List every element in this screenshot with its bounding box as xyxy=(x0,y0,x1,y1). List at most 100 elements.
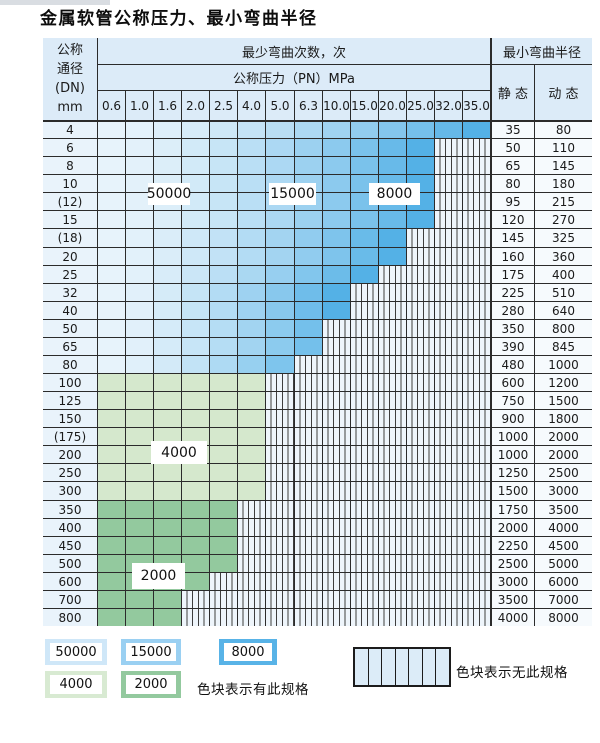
pn-cell-colored xyxy=(97,463,125,481)
pn-cell-striped xyxy=(181,590,209,608)
pn-cell-colored xyxy=(181,210,209,228)
dynamic-value-cell: 1200 xyxy=(534,373,592,391)
pn-cell-striped xyxy=(350,337,378,355)
pn-cell-striped xyxy=(350,536,378,554)
dn-cell: 6 xyxy=(43,138,97,156)
pn-cell-colored xyxy=(125,265,153,283)
pn-cell-striped xyxy=(434,463,462,481)
pn-cell-colored xyxy=(209,156,237,174)
pn-cell-colored xyxy=(153,463,181,481)
pn-cell-striped xyxy=(434,427,462,445)
pn-cell-striped xyxy=(406,445,434,463)
pn-cell-striped xyxy=(462,247,490,265)
dynamic-value-cell: 110 xyxy=(534,138,592,156)
pn-cell-colored xyxy=(153,319,181,337)
dynamic-value-cell: 5000 xyxy=(534,554,592,572)
pn-cell-colored xyxy=(209,174,237,192)
pn-cell-striped xyxy=(294,391,322,409)
pn-cell-striped xyxy=(265,500,294,518)
pn-cell-colored xyxy=(181,156,209,174)
pn-cell-colored xyxy=(237,138,265,156)
pn-cell-colored xyxy=(181,355,209,373)
pn-cell-striped xyxy=(265,590,294,608)
pn-cell-colored xyxy=(406,156,434,174)
pn-cell-colored xyxy=(350,210,378,228)
pn-cell-colored xyxy=(406,120,434,138)
pn-cell-striped xyxy=(462,156,490,174)
pn-cell-colored xyxy=(294,138,322,156)
pn-cell-striped xyxy=(434,409,462,427)
pn-cell-striped xyxy=(237,554,265,572)
static-value-cell: 350 xyxy=(490,319,534,337)
pn-cell-colored xyxy=(237,409,265,427)
zone-label: 50000 xyxy=(147,183,191,205)
pn-cell-striped xyxy=(462,536,490,554)
pn-cell-striped xyxy=(294,608,322,626)
pn-cell-colored xyxy=(153,138,181,156)
pn-cell-striped xyxy=(462,174,490,192)
pn-cell-colored xyxy=(209,120,237,138)
pn-cell-colored xyxy=(125,391,153,409)
pn-col-header: 6.3 xyxy=(294,90,322,120)
pn-cell-colored xyxy=(181,518,209,536)
pn-col-header: 32.0 xyxy=(434,90,462,120)
pn-cell-colored xyxy=(181,283,209,301)
pn-cell-striped xyxy=(378,463,406,481)
pn-cell-striped xyxy=(434,301,462,319)
pn-col-header: 25.0 xyxy=(406,90,434,120)
static-value-cell: 750 xyxy=(490,391,534,409)
pn-cell-striped xyxy=(378,500,406,518)
pn-cell-striped xyxy=(322,373,350,391)
pn-col-header: 1.0 xyxy=(125,90,153,120)
pn-cell-colored xyxy=(97,283,125,301)
pn-cell-colored xyxy=(209,518,237,536)
pn-cell-striped xyxy=(462,572,490,590)
pn-cell-striped xyxy=(434,536,462,554)
static-value-cell: 225 xyxy=(490,283,534,301)
pn-cell-colored xyxy=(237,355,265,373)
pn-cell-striped xyxy=(462,210,490,228)
dn-cell: 40 xyxy=(43,301,97,319)
pn-cell-striped xyxy=(181,608,209,626)
pn-cell-colored xyxy=(125,608,153,626)
pn-cell-colored xyxy=(153,427,181,445)
pn-cell-striped xyxy=(462,554,490,572)
pn-cell-colored xyxy=(322,301,350,319)
pn-cell-striped xyxy=(406,554,434,572)
pn-cell-striped xyxy=(378,536,406,554)
pn-cell-striped xyxy=(462,608,490,626)
has-spec-note: 色块表示有此规格 xyxy=(197,682,309,698)
pn-cell-striped xyxy=(350,608,378,626)
dn-cell: 25 xyxy=(43,265,97,283)
dynamic-value-cell: 1500 xyxy=(534,391,592,409)
dn-cell: 500 xyxy=(43,554,97,572)
pn-cell-striped xyxy=(294,572,322,590)
pn-cell-colored xyxy=(209,319,237,337)
pn-cell-striped xyxy=(406,518,434,536)
static-value-cell: 160 xyxy=(490,247,534,265)
pn-cell-colored xyxy=(209,500,237,518)
pn-cell-colored xyxy=(209,373,237,391)
pn-cell-colored xyxy=(237,301,265,319)
dynamic-value-cell: 6000 xyxy=(534,572,592,590)
pn-cell-colored xyxy=(209,247,237,265)
dynamic-value-cell: 1000 xyxy=(534,355,592,373)
pn-cell-colored xyxy=(209,228,237,247)
no-spec-cell xyxy=(368,649,383,685)
dn-cell: 400 xyxy=(43,518,97,536)
dynamic-value-cell: 3000 xyxy=(534,481,592,500)
pn-cell-colored xyxy=(322,174,350,192)
pn-cell-striped xyxy=(434,608,462,626)
pn-cell-striped xyxy=(265,608,294,626)
pn-cell-colored xyxy=(434,120,462,138)
pn-cell-striped xyxy=(378,373,406,391)
pn-cell-striped xyxy=(350,481,378,500)
dynamic-value-cell: 845 xyxy=(534,337,592,355)
pn-cell-striped xyxy=(406,608,434,626)
pn-cell-colored xyxy=(378,120,406,138)
pn-cell-colored xyxy=(153,301,181,319)
pn-cell-colored xyxy=(265,210,294,228)
pn-cell-striped xyxy=(294,355,322,373)
pn-cell-striped xyxy=(462,373,490,391)
